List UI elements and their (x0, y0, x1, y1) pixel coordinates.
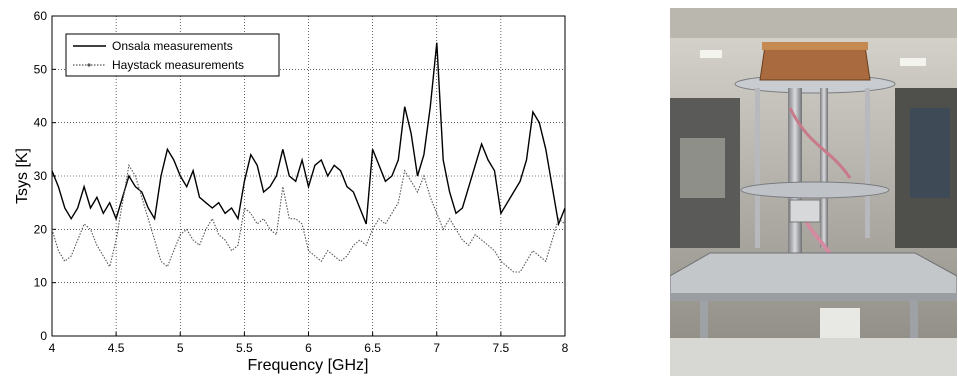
y-tick-label: 60 (34, 9, 48, 23)
x-tick-label: 7.5 (493, 341, 510, 355)
cryogenic-receiver-apparatus-photo (670, 8, 957, 376)
x-axis-ticks: 4 4.5 5 5.5 6 6.5 7 7.5 8 (49, 332, 569, 355)
x-tick-label: 6.5 (364, 341, 381, 355)
x-tick-label: 4.5 (108, 341, 125, 355)
x-tick-label: 5.5 (236, 341, 253, 355)
legend: Onsala measurements Haystack measurement… (65, 33, 280, 77)
legend-marker-haystack (87, 63, 91, 67)
legend-label-haystack: Haystack measurements (112, 58, 244, 72)
y-axis-ticks: 0 10 20 30 40 50 60 (34, 9, 56, 343)
y-tick-label: 0 (40, 329, 47, 343)
tsys-chart: 4 4.5 5 5.5 6 6.5 7 7.5 8 0 10 20 30 40 50 60 Frequenc… (14, 9, 569, 374)
y-axis-label: Tsys [K] (14, 148, 31, 204)
x-tick-label: 6 (305, 341, 312, 355)
legend-box (65, 33, 280, 77)
x-tick-label: 5 (177, 341, 184, 355)
series-line-haystack (51, 163, 566, 273)
x-tick-label: 7 (433, 341, 440, 355)
y-tick-label: 40 (34, 116, 48, 130)
legend-label-onsala: Onsala measurements (112, 39, 233, 53)
y-tick-label: 50 (34, 62, 48, 76)
x-tick-label: 8 (562, 341, 569, 355)
series-lines (51, 42, 566, 273)
lab-photo (670, 8, 957, 376)
x-tick-label: 4 (49, 341, 56, 355)
x-axis-label: Frequency [GHz] (248, 357, 369, 374)
y-tick-label: 20 (34, 222, 48, 236)
y-tick-label: 10 (34, 276, 48, 290)
series-line-onsala (51, 42, 566, 227)
y-tick-label: 30 (34, 169, 48, 183)
